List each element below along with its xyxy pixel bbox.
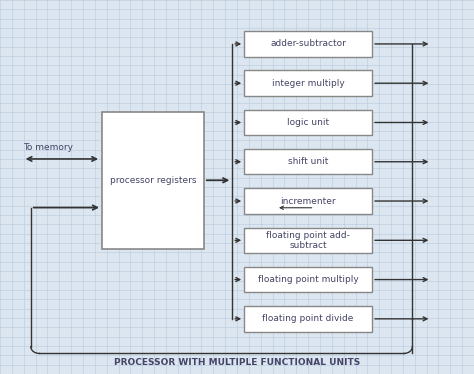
Bar (102, 112, 204, 249)
Text: adder-subtractor: adder-subtractor (270, 39, 346, 49)
Bar (244, 70, 372, 96)
Text: PROCESSOR WITH MULTIPLE FUNCTIONAL UNITS: PROCESSOR WITH MULTIPLE FUNCTIONAL UNITS (114, 358, 360, 367)
Bar (244, 31, 372, 57)
Text: shift unit: shift unit (288, 157, 328, 166)
Bar (244, 149, 372, 174)
Text: incrementer: incrementer (280, 196, 336, 206)
Text: floating point multiply: floating point multiply (258, 275, 358, 284)
Text: To memory: To memory (23, 143, 73, 152)
Bar (244, 110, 372, 135)
Text: processor registers: processor registers (109, 176, 196, 185)
Bar (244, 267, 372, 292)
Bar (244, 188, 372, 214)
Bar (244, 306, 372, 332)
Text: integer multiply: integer multiply (272, 79, 345, 88)
Text: floating point add-
subtract: floating point add- subtract (266, 231, 350, 250)
Text: floating point divide: floating point divide (263, 314, 354, 324)
Text: logic unit: logic unit (287, 118, 329, 127)
Bar (244, 227, 372, 253)
